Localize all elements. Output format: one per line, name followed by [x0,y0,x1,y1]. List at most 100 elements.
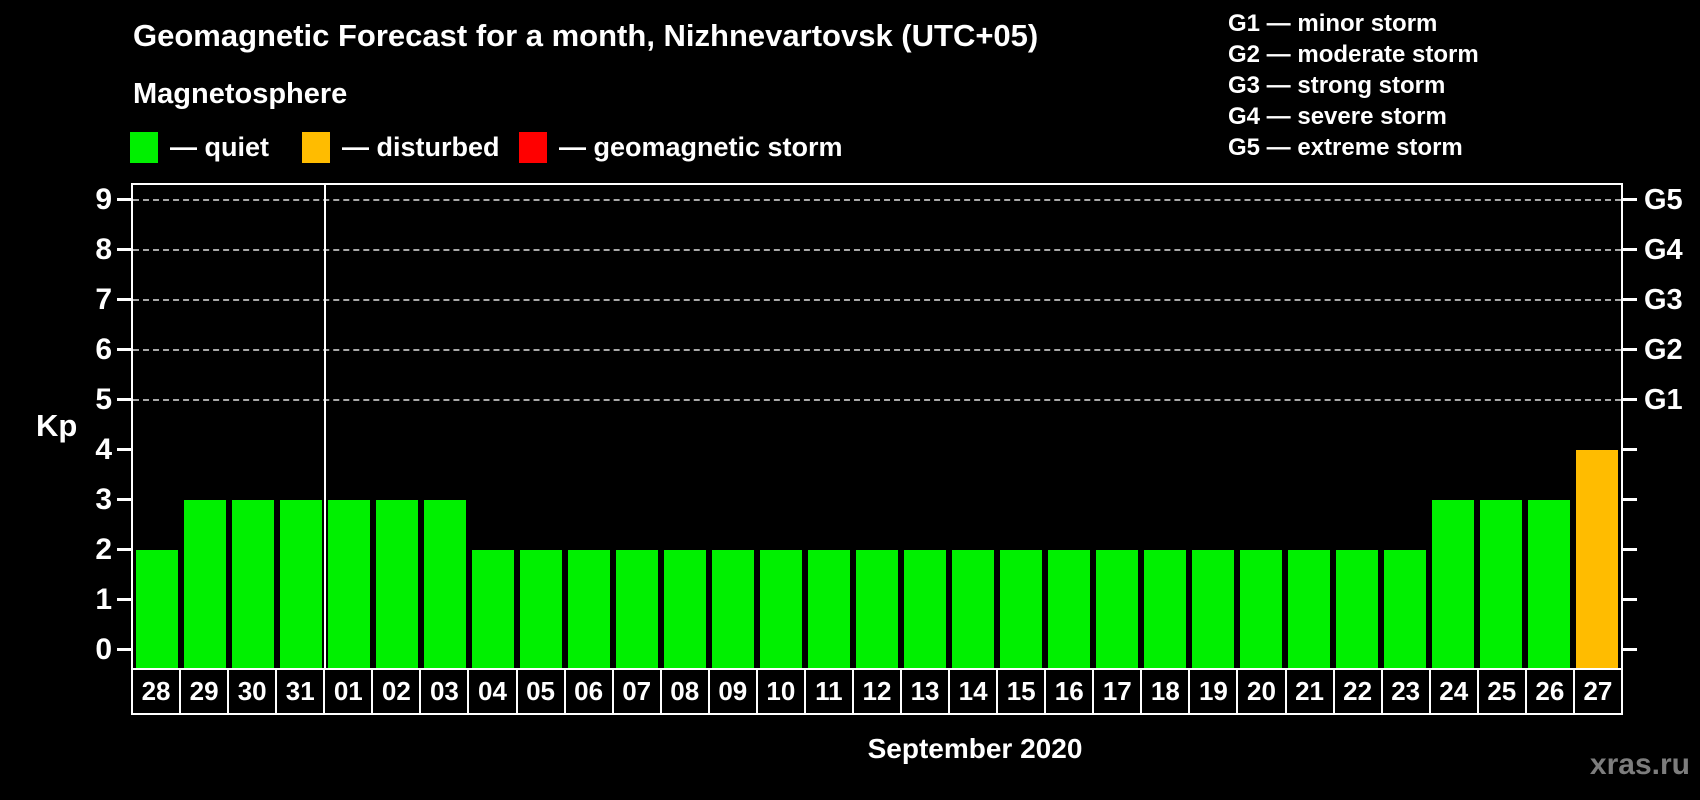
kp-bar-16 [1048,550,1090,668]
storm-scale-line-g3: G3 — strong storm [1228,72,1446,99]
bar-slot-03 [421,185,469,668]
right-axis-tick-2 [1623,548,1637,551]
magnetosphere-label: Magnetosphere [133,78,348,110]
day-cell-13: 13 [900,668,951,715]
g-scale-label-g5: G5 [1644,184,1683,216]
day-cell-30: 30 [227,668,278,715]
plot-area [131,183,1623,668]
bar-slot-26 [1525,185,1573,668]
kp-bar-26 [1528,500,1570,668]
day-cell-28: 28 [131,668,182,715]
day-cell-07: 07 [611,668,662,715]
legend-item-disturbed: — disturbed [302,132,500,163]
day-cell-05: 05 [515,668,566,715]
storm-scale-line-g5: G5 — extreme storm [1228,134,1463,161]
y-tick-label-8: 8 [95,233,112,266]
kp-bar-19 [1192,550,1234,668]
kp-bar-23 [1384,550,1426,668]
bar-slot-14 [949,185,997,668]
bar-slot-05 [517,185,565,668]
day-label-row: 28 29 30 31 01 02 03 04 05 06 07 08 09 10 11 12 13 14 15 16… [131,668,1623,715]
bar-slot-24 [1429,185,1477,668]
kp-bar-17 [1096,550,1138,668]
bar-slot-18 [1141,185,1189,668]
bar-slot-08 [661,185,709,668]
day-cell-17: 17 [1092,668,1143,715]
chart-title: Geomagnetic Forecast for a month, Nizhne… [133,18,1039,53]
kp-bar-12 [856,550,898,668]
storm-scale-line-g2: G2 — moderate storm [1228,41,1479,68]
disturbed-color-swatch [302,132,330,163]
day-cell-18: 18 [1140,668,1191,715]
right-axis-tick-8 [1623,248,1637,251]
y-tick-label-6: 6 [95,333,112,366]
day-cell-25: 25 [1476,668,1527,715]
day-cell-02: 02 [371,668,422,715]
bar-slot-27 [1573,185,1621,668]
bar-slot-09 [709,185,757,668]
day-cell-08: 08 [659,668,710,715]
left-axis-tick-1 [117,598,131,601]
right-axis-tick-3 [1623,498,1637,501]
bar-slot-13 [901,185,949,668]
day-cell-27: 27 [1572,668,1623,715]
x-axis-title: September 2020 [867,733,1083,764]
right-axis-tick-0 [1623,648,1637,651]
storm-color-swatch [519,132,547,163]
kp-bar-31 [280,500,322,668]
y-tick-label-2: 2 [95,533,112,566]
kp-bar-07 [616,550,658,668]
storm-scale-line-g4: G4 — severe storm [1228,103,1447,130]
day-cell-26: 26 [1524,668,1575,715]
kp-bar-04 [472,550,514,668]
bar-slot-30 [229,185,277,668]
month-separator-line [324,185,326,668]
kp-bar-25 [1480,500,1522,668]
gridline-kp-8 [133,249,1621,251]
day-cell-22: 22 [1332,668,1383,715]
kp-bar-06 [568,550,610,668]
day-cell-24: 24 [1428,668,1479,715]
y-tick-label-9: 9 [95,183,112,216]
bar-slot-01 [325,185,373,668]
bar-slot-19 [1189,185,1237,668]
day-cell-29: 29 [179,668,230,715]
kp-bar-11 [808,550,850,668]
left-axis-tick-7 [117,298,131,301]
bars-container [133,185,1621,668]
kp-bar-15 [1000,550,1042,668]
day-cell-16: 16 [1044,668,1095,715]
kp-bar-24 [1432,500,1474,668]
legend-item-label: — geomagnetic storm [559,132,843,162]
kp-bar-22 [1336,550,1378,668]
right-axis-tick-7 [1623,298,1637,301]
day-cell-21: 21 [1284,668,1335,715]
bar-slot-11 [805,185,853,668]
watermark: xras.ru [1589,748,1690,781]
quiet-color-swatch [130,132,158,163]
left-axis-tick-5 [117,398,131,401]
kp-bar-21 [1288,550,1330,668]
storm-scale-legend: G1 — minor storm G2 — moderate storm G3 — … [1228,8,1479,163]
day-cell-01: 01 [323,668,374,715]
bar-slot-31 [277,185,325,668]
y-axis-title: Kp [36,408,78,443]
gridline-kp-9 [133,199,1621,201]
day-cell-03: 03 [419,668,470,715]
kp-bar-13 [904,550,946,668]
kp-bar-20 [1240,550,1282,668]
bar-slot-25 [1477,185,1525,668]
g-scale-label-g2: G2 [1644,334,1683,366]
left-axis-tick-3 [117,498,131,501]
day-cell-31: 31 [275,668,326,715]
bar-slot-20 [1237,185,1285,668]
right-axis-tick-4 [1623,448,1637,451]
bar-slot-15 [997,185,1045,668]
legend-item-storm: — geomagnetic storm [519,132,843,163]
kp-bar-30 [232,500,274,668]
kp-bar-27 [1576,450,1618,668]
storm-scale-line-g1: G1 — minor storm [1228,10,1438,37]
kp-bar-02 [376,500,418,668]
day-cell-23: 23 [1380,668,1431,715]
